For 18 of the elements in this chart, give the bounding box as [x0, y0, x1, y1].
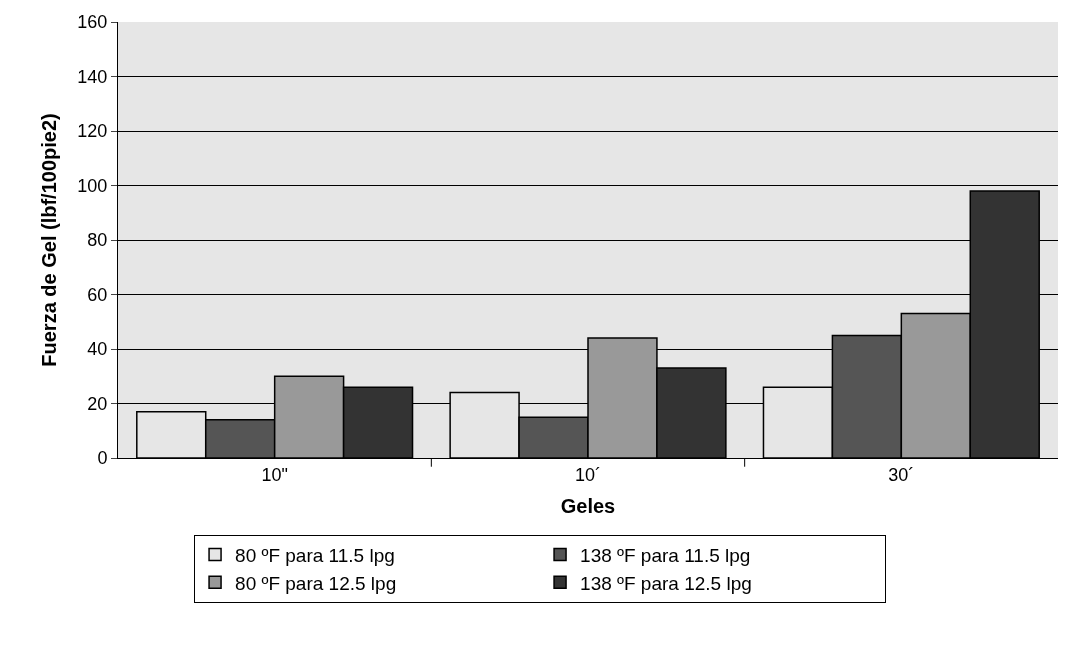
- y-tick-label: 40: [87, 339, 108, 360]
- y-tick-label: 0: [97, 448, 108, 469]
- x-tick-label: 30´: [888, 464, 915, 485]
- y-tick-label: 60: [87, 284, 108, 305]
- legend-label: 138 ºF para 11.5 lpg: [580, 545, 751, 566]
- x-axis-title: Geles: [560, 495, 616, 518]
- legend-label: 80 ºF para 12.5 lpg: [235, 572, 397, 594]
- y-tick-label: 100: [77, 175, 108, 196]
- y-axis-title: Fuerza de Gel (lbf/100pie2): [37, 113, 60, 367]
- x-tick-label: 10": [261, 464, 288, 485]
- x-tick-label: 10´: [574, 464, 602, 485]
- y-tick-label: 160: [77, 12, 108, 33]
- y-tick-label: 20: [87, 393, 108, 414]
- y-tick-label: 120: [77, 121, 108, 142]
- legend-label: 80 ºF para 11.5 lpg: [235, 545, 395, 566]
- y-tick-label: 140: [77, 66, 108, 87]
- legend-label: 138 ºF para 12.5 lpg: [580, 572, 752, 594]
- y-tick-label: 80: [87, 230, 108, 251]
